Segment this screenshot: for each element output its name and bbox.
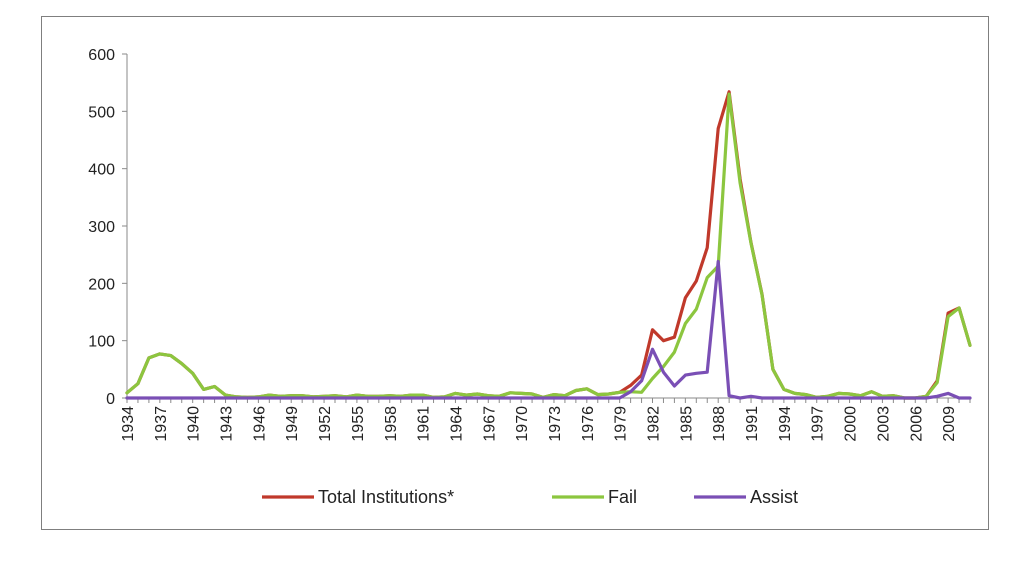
line-chart: 0 100 200 300 400 500 600 1934 1937 1940 1943 1946 1…	[88, 47, 972, 507]
x-tick-label: 2003	[875, 406, 892, 442]
x-tick-label: 1973	[547, 406, 564, 442]
series-line-assist	[125, 259, 972, 400]
x-tick-label: 1955	[350, 406, 367, 442]
y-tick-label: 500	[88, 104, 115, 121]
legend-label-total-institutions: Total Institutions*	[318, 487, 454, 507]
x-tick-label: 1961	[416, 406, 433, 442]
x-tick-label: 1994	[777, 406, 794, 442]
series-lines	[125, 90, 972, 400]
x-tick-label: 1988	[711, 406, 728, 442]
y-tick-label: 300	[88, 219, 115, 236]
x-tick-label: 1982	[646, 406, 663, 442]
x-tick-label: 1976	[580, 406, 597, 442]
series-line-total-institutions	[125, 90, 972, 400]
x-tick-label: 2006	[908, 406, 925, 442]
x-tick-label: 1949	[284, 406, 301, 442]
x-tick-label: 1940	[186, 406, 203, 442]
y-tick-label: 0	[106, 391, 115, 408]
x-tick-label: 2000	[843, 406, 860, 442]
x-tick-label: 1991	[744, 406, 761, 442]
x-tick-label: 1934	[120, 406, 137, 442]
x-tick-label: 1937	[153, 406, 170, 442]
axes: 0 100 200 300 400 500 600 1934 1937 1940 1943 1946 1…	[88, 47, 971, 442]
x-tick-label: 1997	[810, 406, 827, 442]
y-tick-label: 400	[88, 162, 115, 179]
x-tick-label: 2009	[941, 406, 958, 442]
x-tick-label: 1958	[383, 406, 400, 442]
legend-label-fail: Fail	[608, 487, 637, 507]
legend: Total Institutions* Fail Assist	[262, 487, 798, 507]
x-tick-label: 1943	[219, 406, 236, 442]
x-tick-label: 1952	[317, 406, 334, 442]
y-tick-label: 100	[88, 334, 115, 351]
y-tick-label: 200	[88, 276, 115, 293]
x-tick-label: 1964	[448, 406, 465, 442]
x-tick-label: 1979	[613, 406, 630, 442]
x-tick-label: 1946	[251, 406, 268, 442]
chart-frame: 0 100 200 300 400 500 600 1934 1937 1940 1943 1946 1…	[41, 16, 989, 530]
x-tick-label: 1967	[481, 406, 498, 442]
x-tick-label: 1985	[678, 406, 695, 442]
y-tick-label: 600	[88, 47, 115, 64]
series-line-fail	[125, 92, 972, 400]
x-tick-label: 1970	[514, 406, 531, 442]
legend-label-assist: Assist	[750, 487, 798, 507]
